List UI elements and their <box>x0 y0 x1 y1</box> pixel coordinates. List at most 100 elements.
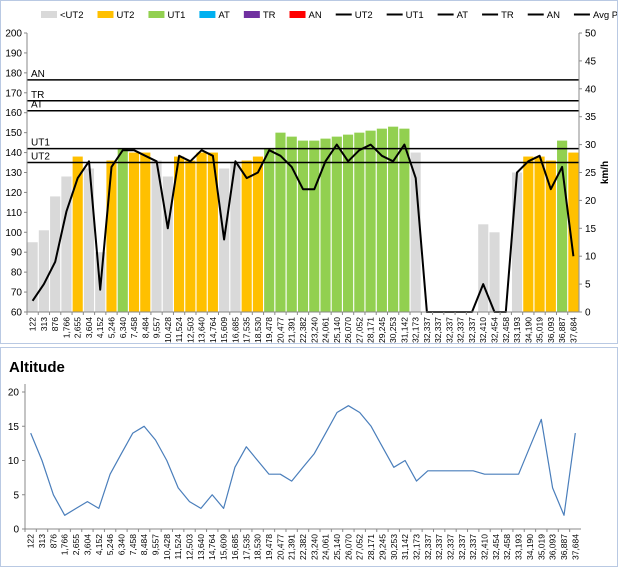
x-tick-label: 35,019 <box>536 534 546 560</box>
x-tick-label: 12,503 <box>185 534 195 560</box>
hr-zone-bar <box>241 160 252 312</box>
x-tick-label: 14,764 <box>207 534 217 560</box>
y-tick-label: 170 <box>5 88 22 99</box>
hr-zone-bar <box>523 156 534 312</box>
hr-zone-bar <box>38 230 49 312</box>
x-tick-label: 20,477 <box>275 534 285 560</box>
x-tick-label: 3,604 <box>84 317 94 339</box>
x-tick-label: 16,685 <box>230 317 240 343</box>
x-tick-label: 22,382 <box>298 317 308 343</box>
x-tick-label: 26,070 <box>343 317 353 343</box>
y-tick-label: 160 <box>5 108 22 119</box>
hr-zone-bar <box>117 148 128 312</box>
hr-zone-bar <box>489 232 500 312</box>
x-tick-label: 1,766 <box>61 317 71 339</box>
legend-entry: UT2 <box>355 10 373 21</box>
x-tick-label: 9,557 <box>150 534 160 556</box>
x-tick-label: 23,240 <box>309 534 319 560</box>
x-tick-label: 3,604 <box>82 534 92 556</box>
y2-tick-label: 15 <box>585 224 597 235</box>
x-tick-label: 27,052 <box>355 534 365 560</box>
x-tick-label: 31,142 <box>400 534 410 560</box>
hr-zone-bar <box>568 152 579 312</box>
x-tick-label: 13,640 <box>197 317 207 343</box>
x-tick-label: 10,428 <box>162 534 172 560</box>
x-tick-label: 7,458 <box>129 317 139 339</box>
legend-swatch <box>289 11 306 18</box>
legend-entry: UT1 <box>167 10 185 21</box>
legend-entry: UT1 <box>406 10 424 21</box>
legend-entry: AN <box>309 10 322 21</box>
x-tick-label: 11,524 <box>174 317 184 343</box>
x-tick-label: 32,337 <box>433 317 443 343</box>
x-tick-label: 2,655 <box>73 317 83 339</box>
x-tick-label: 33,193 <box>514 534 524 560</box>
x-tick-label: 5,246 <box>106 317 116 339</box>
x-tick-label: 2,655 <box>71 534 81 556</box>
x-tick-label: 19,478 <box>264 317 274 343</box>
x-tick-label: 28,171 <box>366 317 376 343</box>
threshold-label: UT1 <box>31 138 50 149</box>
hr-zone-bar <box>410 152 421 312</box>
x-tick-label: 30,253 <box>388 317 398 343</box>
y2-tick-label: 25 <box>585 168 597 179</box>
hr-zone-bar <box>230 162 241 312</box>
x-tick-label: 32,337 <box>434 534 444 560</box>
x-tick-label: 32,410 <box>478 317 488 343</box>
hr-zone-bar <box>388 126 399 313</box>
x-tick-label: 18,530 <box>253 317 263 343</box>
hr-zone-bar <box>478 224 489 312</box>
x-tick-label: 29,245 <box>377 534 387 560</box>
x-tick-label: 30,253 <box>389 534 399 560</box>
y-tick-label: 120 <box>5 188 22 199</box>
x-tick-label: 5,246 <box>105 534 115 556</box>
hr-zone-bar <box>264 148 275 312</box>
x-tick-label: 19,478 <box>264 534 274 560</box>
legend-swatch <box>148 11 165 18</box>
x-tick-label: 37,684 <box>568 317 578 343</box>
x-tick-label: 24,061 <box>321 317 331 343</box>
y-tick-label: 5 <box>13 490 19 501</box>
x-tick-label: 1,766 <box>60 534 70 556</box>
x-tick-label: 18,530 <box>253 534 263 560</box>
hr-zone-bar <box>354 132 365 312</box>
altitude-chart-title: Altitude <box>9 359 65 376</box>
y-tick-label: 130 <box>5 168 22 179</box>
hr-zone-bar <box>275 132 286 312</box>
x-tick-label: 32,337 <box>444 317 454 343</box>
legend-swatch <box>41 11 57 18</box>
hr-zone-bar <box>252 156 264 312</box>
x-tick-label: 32,458 <box>502 534 512 560</box>
x-tick-label: 21,391 <box>287 317 297 343</box>
y2-tick-label: 0 <box>585 308 591 319</box>
x-tick-label: 20,477 <box>275 317 285 343</box>
legend-entry: AT <box>457 10 469 21</box>
y2-tick-label: 30 <box>585 140 597 151</box>
y-tick-label: 70 <box>11 288 23 299</box>
hr-zone-bar <box>545 160 556 312</box>
x-tick-label: 15,609 <box>219 534 229 560</box>
x-tick-label: 876 <box>48 534 58 548</box>
hr-zone-bar <box>72 156 83 312</box>
hr-zone-bar <box>511 172 523 312</box>
legend-swatch <box>243 11 260 18</box>
x-tick-label: 17,535 <box>242 317 252 343</box>
altitude-chart-panel: Altitude 0 5 10 15 20 122 313 876 1,766 2,655 3,604… <box>0 347 618 567</box>
y-tick-label: 90 <box>11 248 23 259</box>
y-tick-label: 0 <box>13 525 19 536</box>
x-tick-label: 35,019 <box>535 317 545 343</box>
x-tick-label: 32,173 <box>411 534 421 560</box>
hr-zone-bar <box>207 152 218 312</box>
legend-entry: TR <box>263 10 276 21</box>
y-tick-label: 190 <box>5 48 22 59</box>
hr-zone-bar <box>331 136 342 312</box>
x-tick-label: 25,140 <box>332 317 342 343</box>
hr-zone-bar <box>196 152 207 312</box>
x-tick-label: 34,190 <box>525 534 535 560</box>
x-tick-label: 16,685 <box>230 534 240 560</box>
threshold-label: TR <box>31 90 44 101</box>
hr-zone-bar <box>399 128 410 312</box>
legend-swatch <box>199 11 216 18</box>
hr-zone-bar <box>309 140 320 312</box>
